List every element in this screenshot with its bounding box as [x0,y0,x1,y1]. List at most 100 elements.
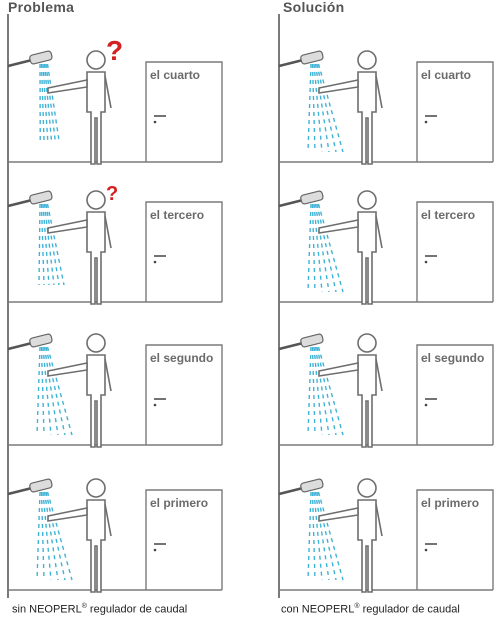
caption-solution-brand: NEOPERL [301,603,355,616]
door-lock [153,120,157,124]
water-spray [307,346,344,436]
water-jet [313,491,323,581]
floor-1: el cuarto? [7,35,223,165]
water-jet [313,346,323,436]
water-jet [317,491,344,581]
shower-head [300,190,324,205]
water-jet [313,63,323,153]
person-head [357,50,377,70]
door-lock [153,403,157,407]
water-jet [40,491,45,581]
question-mark: ? [106,35,123,66]
shower-arm [278,58,304,68]
shower-arm [7,198,33,208]
person-figure [47,333,112,448]
water-spray [307,491,344,581]
person-other-arm [104,503,112,537]
door-lock [424,120,428,124]
person-figure [47,190,112,305]
caption-problem-prefix: sin [12,603,30,616]
water-jet [42,491,52,581]
person-body [357,499,377,593]
shower-head [29,478,53,493]
door-lock [424,260,428,264]
floor-3: el segundo [7,333,223,448]
water-jet [46,491,73,581]
water-jet [316,63,337,153]
water-jet [316,491,337,581]
water-jet [314,491,330,581]
person-arm [318,507,359,522]
heading-problem: Problema [8,0,75,15]
person-other-arm [375,503,383,537]
person-body [86,499,106,593]
water-jet [307,346,312,436]
person-arm [47,507,88,522]
person-head [86,50,106,70]
water-jet [42,346,52,436]
water-jet [43,491,59,581]
water-jet [317,203,344,293]
person-arm [318,79,359,94]
shower-arm [278,486,304,496]
water-jet [317,346,344,436]
door-frame [145,201,223,302]
water-spray [36,346,73,436]
floor-1: el cuarto [278,50,494,165]
person-figure [318,478,383,593]
panel-solution: el cuarto el tercero el segundo el primero [278,14,494,598]
floor-label: el primero [421,496,479,510]
floor-4: el primero [7,478,223,593]
caption-problem-mark: ® [81,603,87,610]
water-jet [317,63,344,153]
person-other-arm [104,358,112,392]
door-frame [416,344,494,445]
question-mark: ? [106,183,118,205]
person-figure [47,50,112,165]
caption-problem: sin NEOPERL® regulador de caudal [12,603,187,616]
door-frame [145,61,223,162]
floor-4: el primero [278,478,494,593]
person-figure [318,50,383,165]
person-other-arm [104,215,112,249]
floor-label: el tercero [421,208,475,222]
shower-arm [7,341,33,351]
door-frame [416,61,494,162]
door-lock [153,260,157,264]
person-figure [318,333,383,448]
water-jet [45,203,60,286]
shower-head [29,333,53,348]
person-head [86,333,106,353]
person-body [357,211,377,305]
water-jet [46,346,73,436]
caption-solution: con NEOPERL® regulador de caudal [281,603,460,616]
water-jet [45,491,66,581]
floor-label: el segundo [421,351,484,365]
door-frame [416,201,494,302]
water-jet [313,203,323,293]
water-spray [38,203,65,286]
floor-label: el primero [150,496,208,510]
water-jet [46,63,60,141]
caption-problem-brand: NEOPERL [29,603,82,616]
shower-head [29,50,53,65]
floor-label: el segundo [150,351,213,365]
person-other-arm [375,215,383,249]
person-other-arm [375,358,383,392]
water-jet [36,491,41,581]
person-arm [318,219,359,234]
door-frame [145,344,223,445]
water-jet [314,346,330,436]
floor-2: el tercero? [7,183,223,305]
person-body [357,71,377,165]
caption-solution-suffix: regulador de caudal [359,603,460,616]
water-jet [311,491,316,581]
person-body [86,211,106,305]
person-arm [47,219,88,234]
water-jet [40,203,45,285]
person-head [357,333,377,353]
door-frame [416,489,494,590]
water-jet [46,203,65,286]
water-jet [311,63,316,153]
water-jet [316,203,337,293]
